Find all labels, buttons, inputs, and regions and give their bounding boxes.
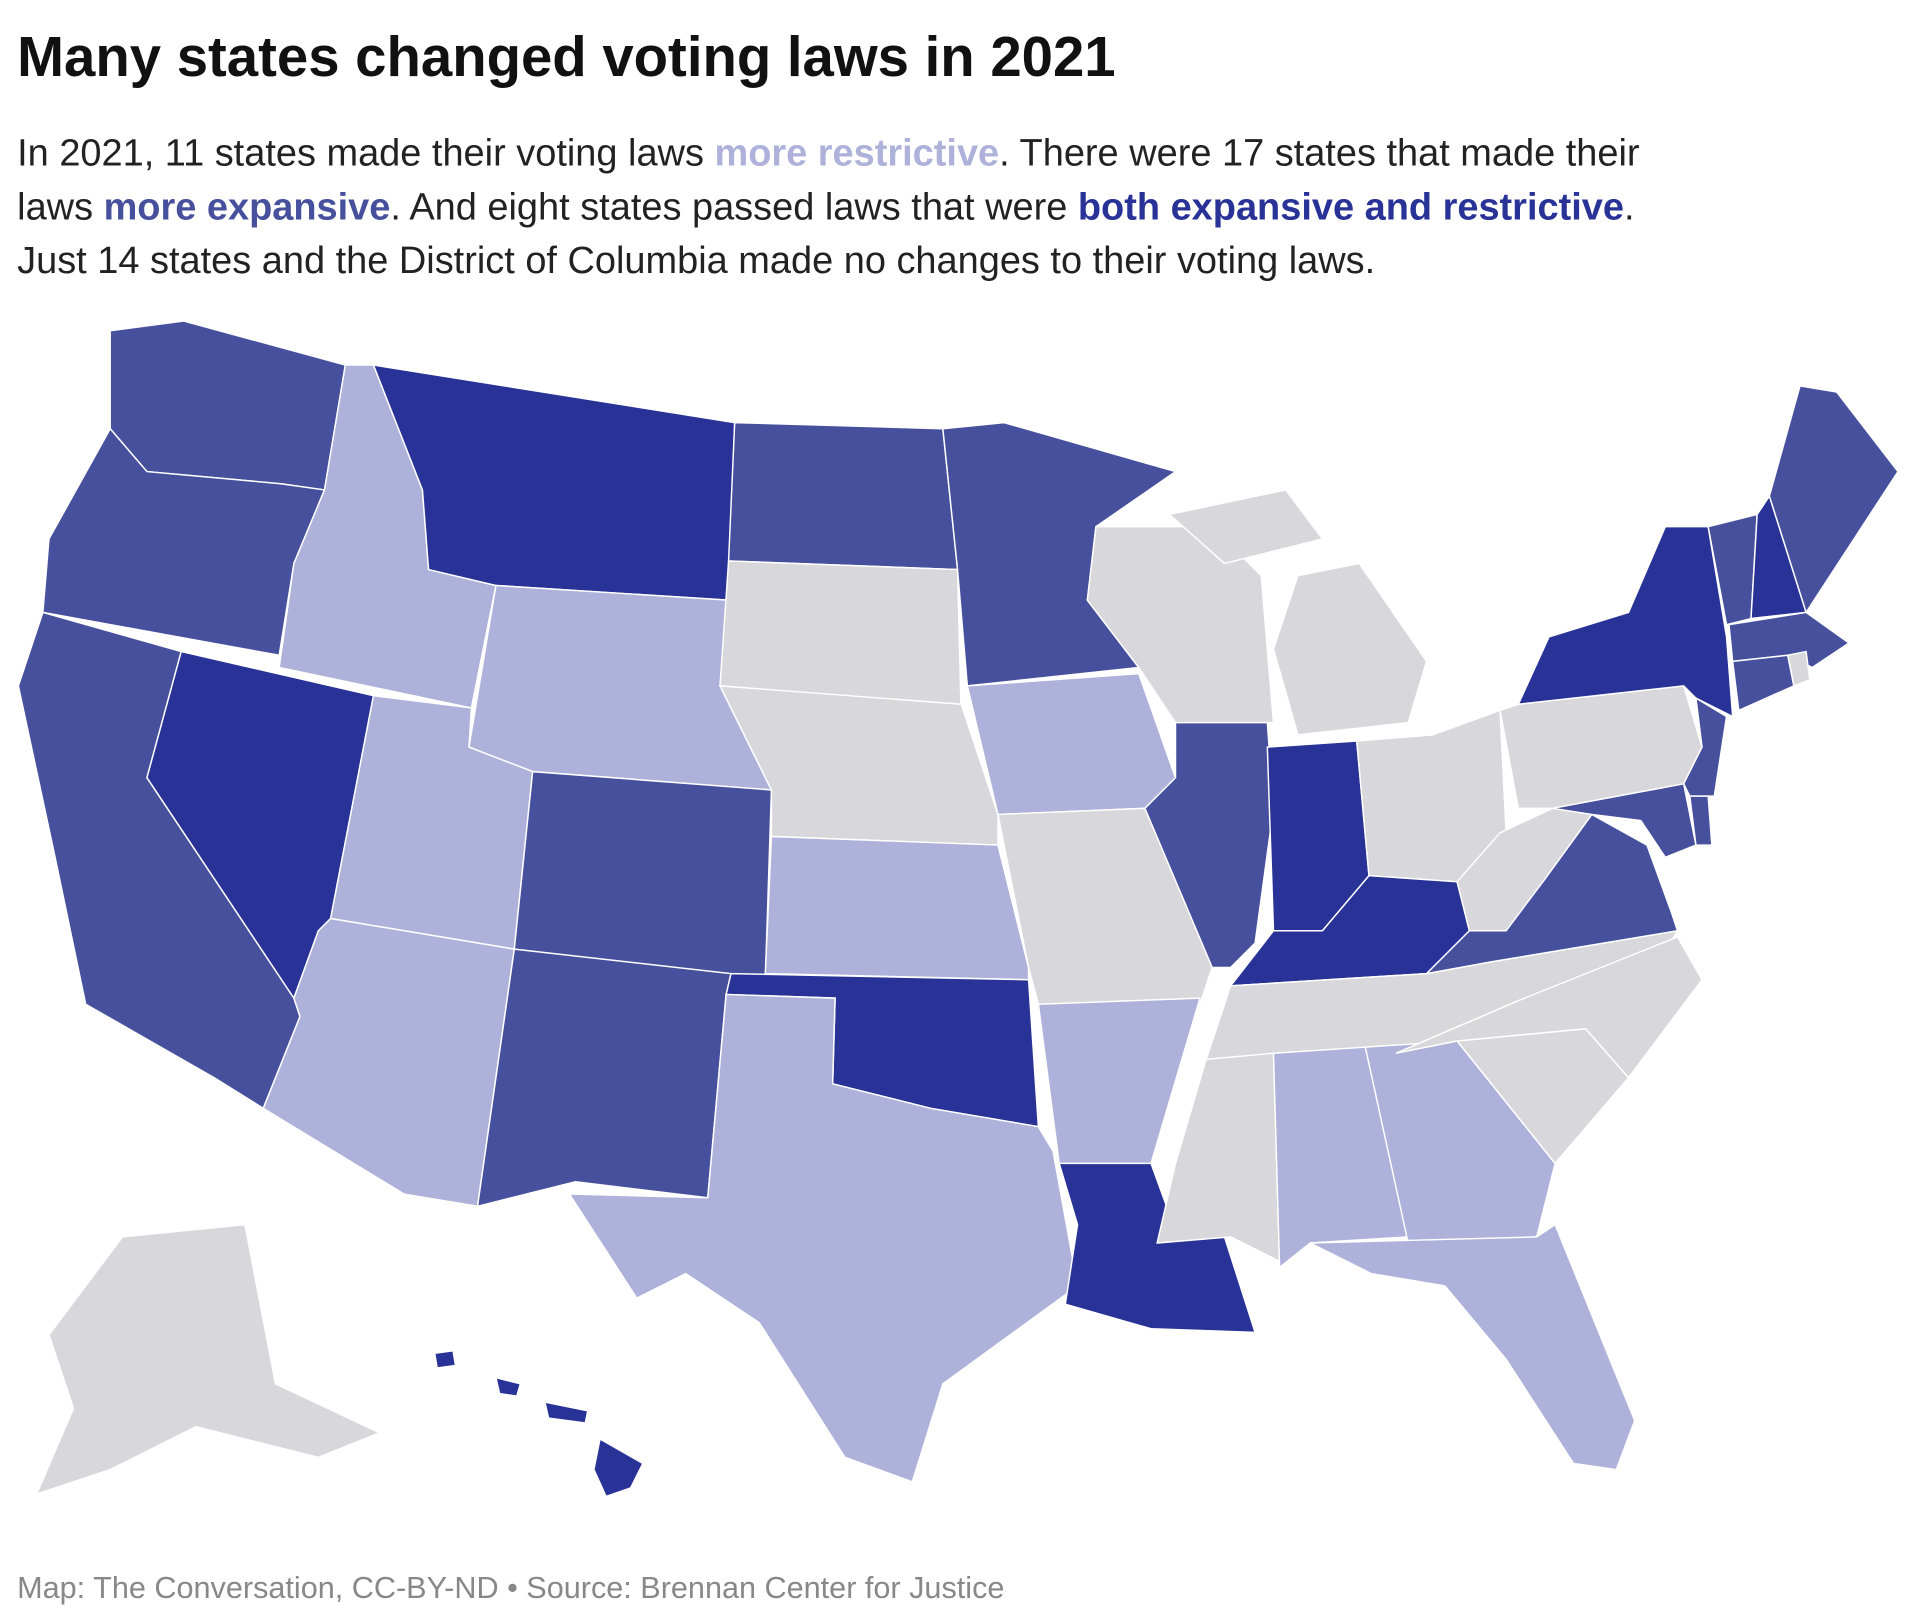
state: [433, 1349, 457, 1369]
state: [1731, 654, 1795, 712]
state: [966, 672, 1177, 816]
subtitle-text: In 2021, 11 states made their voting law…: [17, 132, 714, 174]
footer: Map: The Conversation, CC-BY-ND • Source…: [17, 1571, 1004, 1605]
state: [727, 421, 959, 571]
subtitle-text: laws: [17, 186, 103, 228]
state: [1395, 935, 1703, 1079]
state: [1058, 1162, 1257, 1334]
state: [513, 770, 773, 981]
state: [1517, 525, 1734, 718]
state: [1272, 562, 1428, 736]
state: [494, 1376, 522, 1397]
subtitle-text: .: [1624, 186, 1635, 228]
highlight: both expansive and restrictive: [1078, 186, 1624, 228]
subtitle-text: Just 14 states and the District of Colum…: [17, 240, 1375, 282]
subtitle-text: . There were 17 states that made their: [999, 132, 1639, 174]
state: [109, 320, 347, 491]
state: [764, 835, 1030, 981]
state: [1156, 1052, 1281, 1263]
state: [1768, 385, 1899, 615]
subtitle-line: In 2021, 11 states made their voting law…: [17, 132, 1639, 174]
highlight: more expansive: [104, 186, 391, 228]
highlight: more restrictive: [714, 132, 999, 174]
state: [35, 1223, 382, 1496]
state: [1309, 1223, 1636, 1471]
state: [1552, 782, 1697, 859]
state: [1037, 997, 1201, 1165]
state: [1456, 807, 1594, 932]
subtitle-line: Just 14 states and the District of Colum…: [17, 240, 1375, 282]
state: [476, 948, 732, 1208]
state: [1786, 650, 1811, 687]
subtitle-text: . And eight states passed laws that were: [390, 186, 1078, 228]
title: Many states changed voting laws in 2021: [17, 25, 1115, 88]
state: [1167, 489, 1324, 565]
state: [543, 1401, 589, 1424]
state: [568, 993, 1079, 1483]
state: [372, 364, 736, 601]
state: [1688, 795, 1713, 846]
us-map: [17, 320, 1899, 1498]
state: [1272, 1046, 1410, 1270]
state: [593, 1437, 644, 1498]
subtitle-line: laws more expansive. And eight states pa…: [17, 186, 1634, 228]
